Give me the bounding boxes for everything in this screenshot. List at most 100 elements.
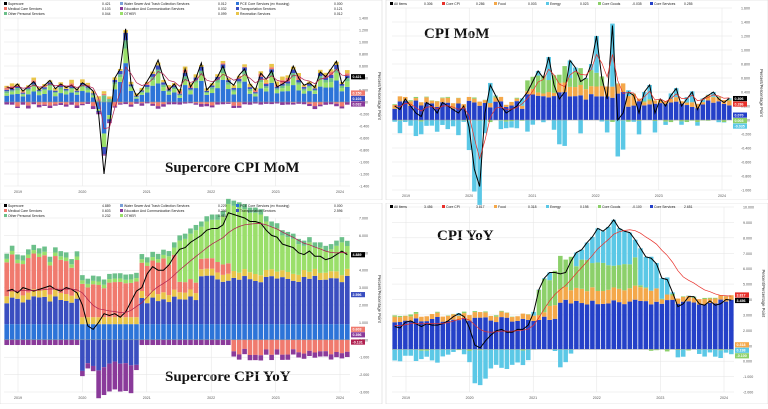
- bar-segment: [695, 122, 700, 126]
- bar-segment: [318, 340, 323, 352]
- bar-segment: [660, 304, 665, 350]
- legend-value: 0.012: [334, 12, 343, 16]
- y-tick-label: -1.400: [359, 185, 369, 189]
- bar-segment: [156, 263, 161, 295]
- bar-segment: [483, 349, 488, 378]
- bar-segment: [638, 287, 643, 301]
- bar-segment: [494, 317, 499, 322]
- bar-segment: [424, 97, 429, 102]
- bar-segment: [558, 303, 563, 350]
- bar-segment: [345, 246, 350, 269]
- bar-segment: [53, 290, 58, 297]
- x-tick-label: 2020: [466, 396, 474, 400]
- bar-segment: [4, 93, 9, 95]
- bar-segment: [323, 280, 328, 324]
- bar-segment: [515, 321, 520, 349]
- bar-segment: [140, 340, 145, 345]
- bar-segment: [702, 349, 707, 356]
- bar-segment: [318, 280, 323, 324]
- value-marker-text: 0.603: [353, 328, 362, 332]
- bar-segment: [660, 278, 665, 299]
- bar-segment: [408, 349, 413, 355]
- bar-segment: [590, 237, 595, 263]
- bar-segment: [248, 102, 253, 105]
- bar-segment: [264, 216, 269, 221]
- bar-segment: [633, 300, 638, 350]
- bar-segment: [161, 102, 166, 104]
- bar-segment: [499, 317, 504, 349]
- bar-segment: [58, 256, 63, 259]
- bar-segment: [601, 304, 606, 349]
- bar-segment: [302, 94, 307, 102]
- y-tick-label: 1.400: [359, 17, 368, 21]
- bar-segment: [167, 95, 172, 102]
- bar-segment: [258, 102, 263, 105]
- bar-segment: [161, 292, 166, 299]
- bar-segment: [323, 88, 328, 102]
- bar-segment: [291, 239, 296, 274]
- x-tick-label: 2022: [207, 190, 215, 194]
- y-tick-label: -2.000: [743, 391, 753, 395]
- bar-segment: [26, 293, 31, 300]
- bar-segment: [194, 340, 199, 345]
- bar-segment: [649, 291, 654, 305]
- bar-segment: [553, 319, 558, 350]
- bar-segment: [622, 304, 627, 349]
- bar-segment: [724, 302, 729, 350]
- bar-segment: [204, 93, 209, 95]
- y-tick-label: 6.000: [359, 234, 368, 238]
- legend-label: Food: [498, 2, 506, 6]
- bar-segment: [242, 276, 247, 324]
- bar-segment: [4, 254, 9, 259]
- bar-segment: [313, 102, 318, 106]
- bar-segment: [96, 370, 101, 398]
- bar-segment: [275, 93, 280, 102]
- bar-segment: [242, 102, 247, 104]
- bar-segment: [167, 324, 172, 340]
- bar-segment: [80, 317, 85, 324]
- bar-segment: [318, 273, 323, 280]
- bar-segment: [199, 324, 204, 340]
- bar-segment: [658, 103, 663, 120]
- bar-segment: [183, 282, 188, 292]
- bar-segment: [340, 91, 345, 102]
- legend-value: 0.099: [218, 12, 227, 16]
- bar-segment: [494, 315, 499, 316]
- bar-segment: [150, 340, 155, 345]
- bar-segment: [398, 96, 403, 101]
- bar-segment: [622, 264, 627, 290]
- bar-segment: [685, 103, 690, 106]
- bar-segment: [286, 83, 291, 86]
- legend-value: 0.396: [218, 209, 227, 213]
- bar-segment: [85, 363, 90, 368]
- bar-segment: [172, 87, 177, 89]
- legend-label: Transportation Services: [240, 209, 276, 213]
- bar-segment: [510, 349, 515, 365]
- bar-segment: [53, 296, 58, 324]
- bar-segment: [177, 235, 182, 240]
- value-marker-text: 0.032: [353, 102, 362, 106]
- legend-swatch: [442, 205, 445, 208]
- bar-segment: [226, 89, 231, 102]
- bar-segment: [590, 287, 595, 300]
- bar-segment: [606, 265, 611, 290]
- legend-value: 0.023: [580, 2, 589, 6]
- bar-segment: [499, 311, 504, 312]
- bar-segment: [21, 96, 26, 102]
- bar-segment: [489, 349, 494, 368]
- legend-swatch: [4, 204, 7, 207]
- bar-segment: [64, 102, 69, 104]
- bar-segment: [37, 297, 42, 324]
- bar-segment: [340, 353, 345, 358]
- bar-segment: [392, 349, 397, 360]
- bar-segment: [113, 340, 118, 362]
- value-marker-text: 0.150: [353, 91, 362, 95]
- bar-segment: [477, 106, 482, 120]
- bar-segment: [307, 237, 312, 242]
- bar-segment: [48, 102, 53, 106]
- x-tick-label: 2022: [207, 396, 215, 400]
- bar-segment: [398, 317, 403, 322]
- bar-segment: [569, 349, 574, 353]
- bar-segment: [323, 340, 328, 351]
- bar-segment: [542, 279, 547, 312]
